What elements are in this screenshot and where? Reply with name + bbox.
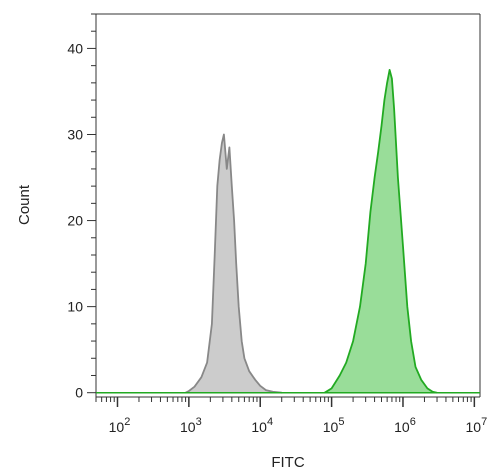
x-tick-label: 102 [109,416,131,435]
y-axis-ticks: 0 10 20 30 40 [67,13,96,401]
x-axis-ticks: 102 103 104 105 106 107 [95,397,487,435]
x-tick-label: 105 [323,416,345,435]
x-tick-label: 104 [251,416,273,435]
series-0-line [185,133,282,394]
x-tick-label: 106 [394,416,416,435]
y-tick-label: 30 [67,126,83,142]
plot-frame [95,13,481,398]
series-1-fill [324,69,437,393]
x-axis-title: FITC [271,454,304,471]
y-tick-label: 10 [67,299,83,315]
x-tick-label: 103 [180,416,202,435]
series-1-line [324,69,438,394]
y-tick-label: 0 [75,385,83,401]
series-0-fill [185,134,282,393]
y-tick-label: 40 [67,40,83,56]
x-tick-label: 107 [465,416,487,435]
y-tick-label: 20 [67,213,83,229]
y-axis-title: Count [16,184,33,225]
series-layer [96,69,480,394]
